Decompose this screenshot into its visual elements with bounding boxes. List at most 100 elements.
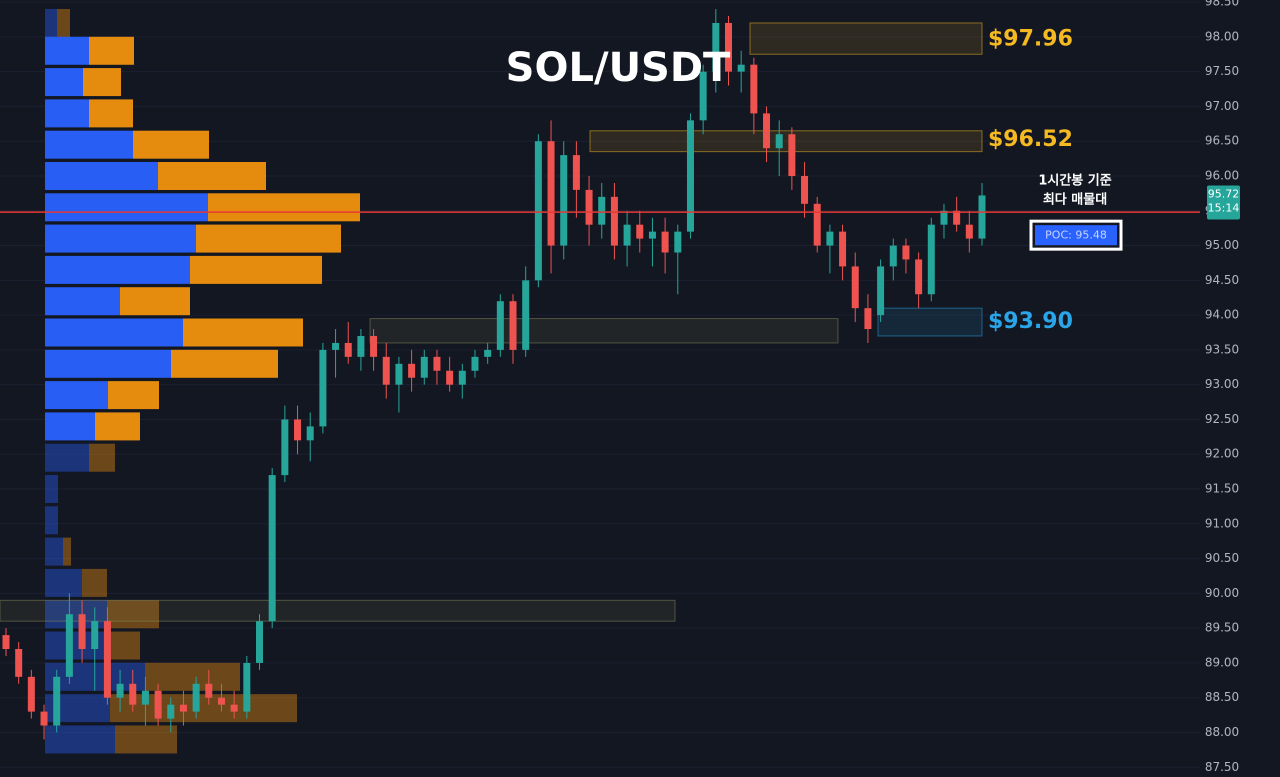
y-tick-label: 97.00 xyxy=(1205,99,1239,113)
profile-buy-bar xyxy=(45,412,95,441)
y-tick-label: 90.00 xyxy=(1205,586,1239,600)
profile-sell-bar xyxy=(89,99,133,128)
candle-body xyxy=(179,704,187,712)
candle-body xyxy=(813,203,821,246)
y-tick-label: 92.00 xyxy=(1205,447,1239,461)
y-tick-label: 93.50 xyxy=(1205,342,1239,356)
profile-buy-bar xyxy=(45,568,82,597)
candle-body xyxy=(370,335,378,357)
candle-body xyxy=(306,426,314,441)
profile-sell-bar xyxy=(183,318,303,347)
profile-sell-bar xyxy=(171,349,278,378)
candle-body xyxy=(395,363,403,385)
profile-buy-bar xyxy=(45,537,63,566)
candle-body xyxy=(522,280,530,350)
poc-label-bg xyxy=(1035,225,1117,246)
candle-body xyxy=(788,134,796,176)
candle-body xyxy=(889,245,897,267)
candle-body xyxy=(53,676,61,726)
candle-body xyxy=(978,195,986,239)
profile-sell-bar xyxy=(110,694,297,723)
profile-buy-bar xyxy=(45,68,83,97)
candle-body xyxy=(648,231,656,239)
y-tick-label: 94.50 xyxy=(1205,273,1239,287)
candle-body xyxy=(281,419,289,476)
candle-body xyxy=(319,349,327,427)
candle-body xyxy=(141,690,149,705)
candle-body xyxy=(839,231,847,267)
y-tick-label: 87.50 xyxy=(1205,760,1239,774)
candle-body xyxy=(737,64,745,72)
candle-body xyxy=(826,231,834,246)
candle-body xyxy=(433,356,441,371)
profile-buy-bar xyxy=(45,8,57,37)
candles xyxy=(2,9,986,740)
candle-body xyxy=(484,349,492,357)
profile-sell-bar xyxy=(145,662,240,691)
y-tick-label: 91.00 xyxy=(1205,516,1239,530)
candle-body xyxy=(724,22,732,72)
candle-body xyxy=(940,210,948,225)
candle-body xyxy=(420,356,428,378)
candle-body xyxy=(547,141,555,246)
candle-body xyxy=(902,245,910,260)
zone-label: $97.96 xyxy=(988,27,1073,52)
profile-sell-bar xyxy=(83,68,121,97)
price-zone xyxy=(0,599,676,622)
candle-body xyxy=(217,697,225,705)
candle-body xyxy=(661,231,669,253)
candle-body xyxy=(205,683,213,698)
price-zone xyxy=(589,130,983,153)
candle-body xyxy=(294,419,302,441)
annotation: 1시간봉 기준 xyxy=(1038,173,1111,189)
candle-body xyxy=(332,342,340,350)
poc-label: POC: 95.48 xyxy=(1045,229,1107,242)
grid: 87.50 88.00 88.50 89.00 89.50 90.00 90.50 91.00… xyxy=(0,0,1239,774)
y-tick-label: 88.00 xyxy=(1205,725,1239,739)
candle-body xyxy=(877,266,885,316)
candle-body xyxy=(864,308,872,330)
y-tick-label: 96.50 xyxy=(1205,134,1239,148)
y-tick-label: 98.00 xyxy=(1205,29,1239,43)
y-tick-label: 94.00 xyxy=(1205,308,1239,322)
candle-body xyxy=(129,683,137,705)
candle-body xyxy=(230,704,238,712)
candle-body xyxy=(699,71,707,121)
profile-sell-bar xyxy=(133,130,209,159)
y-tick-label: 88.50 xyxy=(1205,690,1239,704)
profile-buy-bar xyxy=(45,255,190,284)
profile-sell-bar xyxy=(158,161,266,190)
profile-buy-bar xyxy=(45,36,89,65)
y-tick-label: 95.00 xyxy=(1205,238,1239,252)
candle-body xyxy=(78,614,86,650)
profile-sell-bar xyxy=(120,287,190,316)
candle-body xyxy=(801,175,809,204)
y-tick-label: 98.50 xyxy=(1205,0,1239,9)
candle-body xyxy=(674,231,682,253)
zone-label: $93.90 xyxy=(988,309,1073,334)
candle-body xyxy=(446,370,454,385)
candle-body xyxy=(243,662,251,712)
zone-label: $96.52 xyxy=(988,127,1073,152)
candle-body xyxy=(534,141,542,281)
candle-body xyxy=(256,621,264,663)
candle-body xyxy=(116,683,124,698)
profile-buy-bar xyxy=(45,443,89,472)
candle-body xyxy=(382,356,390,385)
profile-sell-bar xyxy=(57,8,70,37)
y-tick-label: 89.50 xyxy=(1205,621,1239,635)
volume-profile xyxy=(45,8,360,754)
candle-body xyxy=(953,210,961,225)
profile-sell-bar xyxy=(82,568,107,597)
profile-sell-bar xyxy=(63,537,71,566)
timer-label: 15:14 xyxy=(1208,201,1240,214)
last-price-label: 95.72 xyxy=(1208,187,1240,200)
y-tick-label: 93.00 xyxy=(1205,377,1239,391)
candle-body xyxy=(712,22,720,72)
candle-body xyxy=(471,356,479,371)
poc-label-box xyxy=(1029,219,1123,251)
candle-body xyxy=(154,690,162,719)
y-tick-label: 97.50 xyxy=(1205,64,1239,78)
